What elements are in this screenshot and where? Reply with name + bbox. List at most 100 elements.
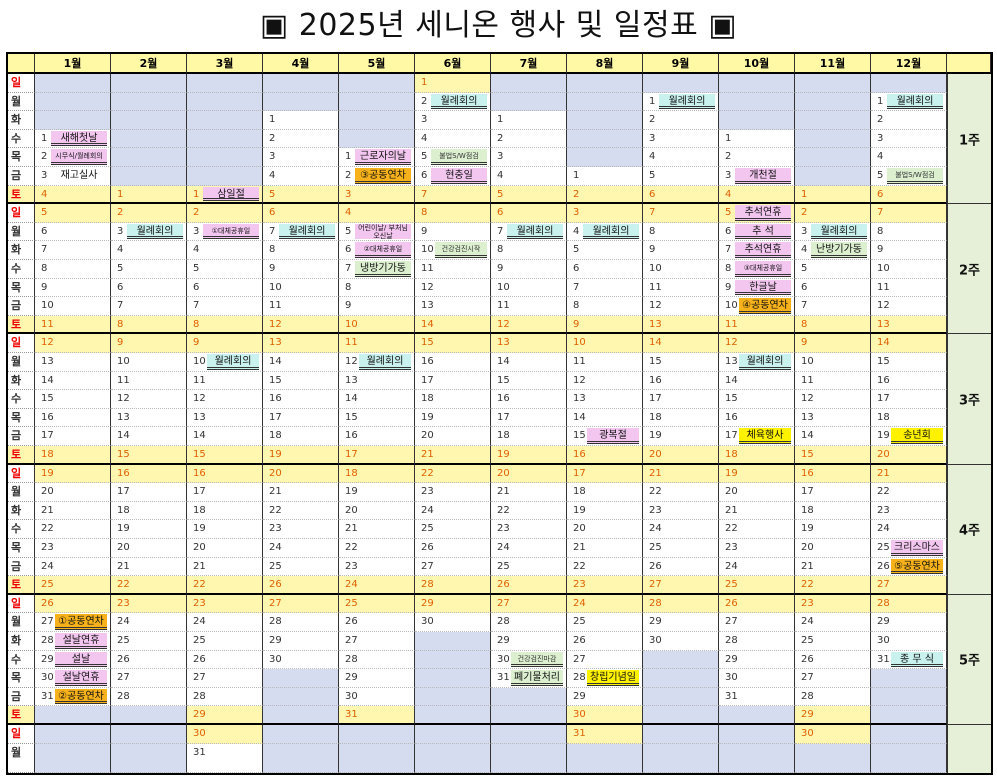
day-cell[interactable]: 22	[339, 539, 415, 558]
event-label[interactable]: 광복절	[587, 428, 639, 444]
day-cell[interactable]: 15	[719, 390, 795, 409]
event-label[interactable]: 월례회의	[811, 223, 867, 240]
day-cell[interactable]: 21	[795, 557, 871, 577]
day-cell[interactable]: 12	[187, 390, 263, 409]
day-cell[interactable]: 3	[491, 148, 567, 167]
day-cell[interactable]: 2	[491, 129, 567, 149]
day-cell[interactable]: 9	[567, 315, 643, 335]
day-cell[interactable]: 15	[111, 446, 187, 465]
day-cell[interactable]: 10 월례회의	[187, 353, 263, 372]
day-cell[interactable]: 12	[643, 297, 719, 316]
day-cell[interactable]: 18	[111, 501, 187, 521]
day-cell[interactable]: 28	[415, 576, 491, 595]
event-label[interactable]: 폐기물처리	[511, 670, 563, 686]
day-cell[interactable]: 16	[339, 427, 415, 446]
day-cell[interactable]: 12 월례회의	[339, 353, 415, 372]
day-cell[interactable]: 31 ②공동연차	[35, 687, 111, 707]
event-label[interactable]: 체육행사	[739, 428, 791, 444]
day-cell[interactable]: 13	[35, 353, 111, 372]
day-cell[interactable]: 25	[187, 632, 263, 651]
day-cell[interactable]: 7	[187, 297, 263, 316]
day-cell[interactable]: 30	[187, 725, 263, 744]
event-label[interactable]: 새해첫날	[51, 130, 107, 147]
day-cell[interactable]: 4	[719, 185, 795, 205]
day-cell[interactable]: 29	[187, 706, 263, 725]
day-cell[interactable]: 25	[643, 539, 719, 558]
day-cell[interactable]: 26	[35, 594, 111, 614]
day-cell[interactable]: 16	[111, 464, 187, 484]
day-cell[interactable]: 29	[339, 669, 415, 688]
day-cell[interactable]: 10	[795, 353, 871, 372]
day-cell[interactable]: 15	[795, 446, 871, 465]
day-cell[interactable]: 12	[567, 371, 643, 391]
event-label[interactable]: 냉방기가동	[355, 261, 411, 277]
day-cell[interactable]: 4	[491, 167, 567, 186]
day-cell[interactable]: 10	[871, 260, 947, 279]
day-cell[interactable]: 14	[339, 390, 415, 409]
day-cell[interactable]: 25	[35, 576, 111, 595]
day-cell[interactable]: 22	[567, 557, 643, 577]
day-cell[interactable]: 25	[491, 557, 567, 577]
day-cell[interactable]: 30 설날연휴	[35, 669, 111, 688]
day-cell[interactable]: 15	[643, 353, 719, 372]
day-cell[interactable]: 2	[263, 129, 339, 149]
day-cell[interactable]: 6	[795, 278, 871, 298]
day-cell[interactable]: 7 월례회의	[263, 222, 339, 242]
day-cell[interactable]: 3 월례회의	[795, 222, 871, 242]
day-cell[interactable]: 26	[263, 576, 339, 595]
event-label[interactable]: 어린이날/ 부처님오신날	[355, 223, 411, 240]
day-cell[interactable]: 7	[795, 297, 871, 316]
day-cell[interactable]: 2	[795, 204, 871, 223]
day-cell[interactable]: 27	[263, 594, 339, 614]
day-cell[interactable]: 18	[719, 446, 795, 465]
event-label[interactable]: 월례회의	[887, 93, 943, 110]
day-cell[interactable]: 12	[795, 390, 871, 409]
day-cell[interactable]: 10	[339, 315, 415, 335]
event-label[interactable]: ③공동연차	[355, 168, 411, 184]
day-cell[interactable]: 1	[491, 111, 567, 130]
event-label[interactable]: 월례회의	[207, 354, 259, 370]
day-cell[interactable]: 22	[263, 501, 339, 521]
day-cell[interactable]: 21	[263, 483, 339, 502]
day-cell[interactable]: 29	[263, 632, 339, 651]
day-cell[interactable]: 22	[719, 520, 795, 539]
day-cell[interactable]: 9	[187, 334, 263, 353]
day-cell[interactable]: 23	[567, 576, 643, 595]
event-label[interactable]: 송년회	[891, 428, 943, 444]
event-label[interactable]: 창립기념일	[587, 670, 639, 686]
day-cell[interactable]: 11	[35, 315, 111, 335]
day-cell[interactable]: 26	[111, 650, 187, 670]
day-cell[interactable]: 14	[111, 427, 187, 446]
event-label[interactable]: 시무식/월례회의	[51, 149, 107, 165]
day-cell[interactable]: 9	[491, 260, 567, 279]
day-cell[interactable]: 16	[719, 408, 795, 428]
day-cell[interactable]: 24	[339, 576, 415, 595]
day-cell[interactable]: 5	[795, 260, 871, 279]
day-cell[interactable]: 4	[263, 167, 339, 186]
day-cell[interactable]: 24	[111, 613, 187, 632]
day-cell[interactable]: 5 어린이날/ 부처님오신날	[339, 222, 415, 242]
day-cell[interactable]: 24	[415, 501, 491, 521]
day-cell[interactable]: 27 ①공동연차	[35, 613, 111, 632]
day-cell[interactable]: 3 월례회의	[111, 222, 187, 242]
day-cell[interactable]: 11	[643, 278, 719, 298]
day-cell[interactable]: 25	[795, 632, 871, 651]
day-cell[interactable]: 11	[111, 371, 187, 391]
day-cell[interactable]: 9 한글날	[719, 278, 795, 298]
day-cell[interactable]: 28	[187, 687, 263, 707]
day-cell[interactable]: 14	[643, 334, 719, 353]
day-cell[interactable]: 30	[871, 632, 947, 651]
day-cell[interactable]: 27	[871, 576, 947, 595]
day-cell[interactable]: 16	[491, 390, 567, 409]
day-cell[interactable]: 1	[111, 185, 187, 205]
day-cell[interactable]: 7	[567, 278, 643, 298]
day-cell[interactable]: 17	[795, 483, 871, 502]
day-cell[interactable]: 9	[339, 297, 415, 316]
day-cell[interactable]: 12	[263, 315, 339, 335]
day-cell[interactable]: 6	[567, 260, 643, 279]
day-cell[interactable]: 20	[643, 446, 719, 465]
day-cell[interactable]: 13	[643, 315, 719, 335]
day-cell[interactable]: 21	[491, 483, 567, 502]
day-cell[interactable]: 2 ③공동연차	[339, 167, 415, 186]
